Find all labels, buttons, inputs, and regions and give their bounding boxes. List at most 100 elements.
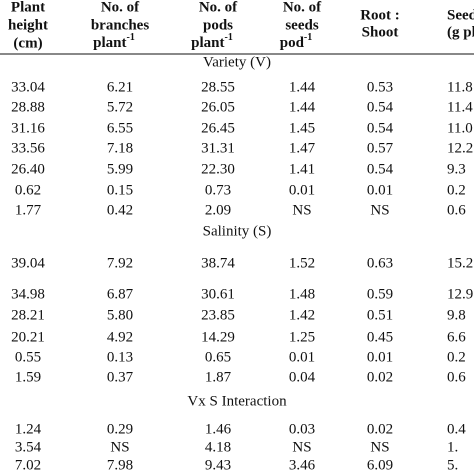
superscript: -1 xyxy=(127,32,135,43)
cell: 4.18 xyxy=(205,439,231,455)
cell: 0.02 xyxy=(367,369,393,385)
cell: 31.31 xyxy=(201,140,235,156)
cell: 0.15 xyxy=(107,182,133,198)
superscript: -1 xyxy=(304,32,312,43)
cell: 6.21 xyxy=(107,79,133,95)
section-title: Salinity (S) xyxy=(203,223,272,239)
cell: 28.88 xyxy=(11,99,45,115)
cell: 6.55 xyxy=(107,120,133,136)
cell: 5.80 xyxy=(107,307,133,323)
cell: 22.30 xyxy=(201,161,235,177)
header-text: plant xyxy=(191,35,224,51)
cell: 1.45 xyxy=(289,120,315,136)
header-text: Seed y xyxy=(447,7,474,23)
cell: 2.09 xyxy=(205,202,231,218)
cell: 0.57 xyxy=(367,140,394,156)
cell: 0.01 xyxy=(367,349,393,365)
cell: 5. xyxy=(447,457,458,473)
cell: 7.92 xyxy=(107,255,133,271)
cell: 0.01 xyxy=(367,182,393,198)
cell: 0.04 xyxy=(289,369,316,385)
cell: 0.03 xyxy=(289,421,315,437)
header-text: Plant xyxy=(11,0,45,15)
cell: NS xyxy=(292,202,311,218)
header-text: (cm) xyxy=(13,35,42,51)
header-text: pod xyxy=(280,35,305,51)
cell: 1.44 xyxy=(289,79,316,95)
cell: 0.6 xyxy=(447,369,466,385)
cell: 1.44 xyxy=(289,99,316,115)
cell: 0.6 xyxy=(447,202,466,218)
cell: NS xyxy=(292,439,311,455)
cell: 5.99 xyxy=(107,161,133,177)
cell: 11.8 xyxy=(447,79,473,95)
cell: 0.59 xyxy=(367,286,393,302)
cell: 1.87 xyxy=(205,369,232,385)
cell: 1. xyxy=(447,439,458,455)
cell: 0.2 xyxy=(447,349,466,365)
header-text: plant xyxy=(93,35,126,51)
cell: 33.56 xyxy=(11,140,45,156)
cell: NS xyxy=(370,202,389,218)
cell: 11.0 xyxy=(447,120,473,136)
header-text: branches xyxy=(91,17,150,33)
header-text: height xyxy=(8,17,48,33)
cell: 1.41 xyxy=(289,161,315,177)
cell: 6.87 xyxy=(107,286,134,302)
cell: 30.61 xyxy=(201,286,235,302)
header-text: (g pla xyxy=(447,24,474,40)
header-text: No. of xyxy=(283,0,322,15)
cell: 15.2 xyxy=(447,255,473,271)
cell: 1.59 xyxy=(15,369,41,385)
cell: 12.2 xyxy=(447,140,473,156)
cell: 6.09 xyxy=(367,457,393,473)
cell: 0.01 xyxy=(289,349,315,365)
cell: 31.16 xyxy=(11,120,45,136)
cell: 5.72 xyxy=(107,99,133,115)
header-text: Shoot xyxy=(362,24,399,40)
header-text: plant-1 xyxy=(191,32,233,51)
cell: 1.47 xyxy=(289,140,316,156)
superscript: -1 xyxy=(225,32,233,43)
cell: 1.42 xyxy=(289,307,315,323)
cell: NS xyxy=(110,439,129,455)
cell: 0.65 xyxy=(205,349,231,365)
cell: 0.62 xyxy=(15,182,41,198)
section-title: Vx S Interaction xyxy=(187,393,287,409)
cell: 12.9 xyxy=(447,286,473,302)
cell: 7.98 xyxy=(107,457,133,473)
cell: 9.43 xyxy=(205,457,231,473)
cell: 0.13 xyxy=(107,349,133,365)
cell: 38.74 xyxy=(201,255,235,271)
cell: 6.6 xyxy=(447,329,466,345)
header-text: seeds xyxy=(285,17,318,33)
cell: 0.29 xyxy=(107,421,133,437)
cell: 1.77 xyxy=(15,202,42,218)
cell: 0.54 xyxy=(367,161,394,177)
cell: 28.55 xyxy=(201,79,235,95)
cell: 23.85 xyxy=(201,307,235,323)
cell: 26.45 xyxy=(201,120,235,136)
cell: 26.05 xyxy=(201,99,235,115)
header-text: Root : xyxy=(360,7,400,23)
cell: 1.25 xyxy=(289,329,315,345)
cell: 14.29 xyxy=(201,329,235,345)
cell: 20.21 xyxy=(11,329,45,345)
cell: 39.04 xyxy=(11,255,45,271)
cell: 7.02 xyxy=(15,457,41,473)
cell: 0.54 xyxy=(367,99,394,115)
cell: 1.48 xyxy=(289,286,315,302)
cell: 9.3 xyxy=(447,161,466,177)
cell: 3.46 xyxy=(289,457,316,473)
cell: 4.92 xyxy=(107,329,133,345)
cell: 0.42 xyxy=(107,202,133,218)
cell: 11.4 xyxy=(447,99,473,115)
cell: 0.55 xyxy=(15,349,41,365)
cell: 0.4 xyxy=(447,421,466,437)
cell: NS xyxy=(370,439,389,455)
header-text: pod-1 xyxy=(280,32,313,51)
cell: 0.53 xyxy=(367,79,393,95)
header-text: No. of xyxy=(199,0,238,15)
cell: 0.51 xyxy=(367,307,393,323)
